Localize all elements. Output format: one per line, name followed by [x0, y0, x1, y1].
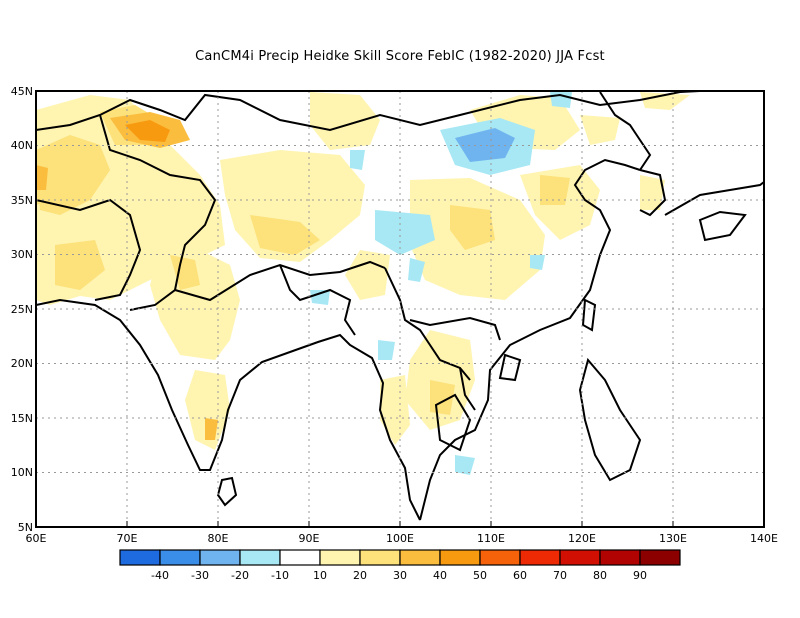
lon-label-140e: 140E — [750, 532, 778, 545]
colorbar-label: 90 — [633, 569, 647, 582]
colorbar-label: 40 — [433, 569, 447, 582]
colorbar-swatch — [239, 549, 281, 566]
lat-label-45n: 45N — [11, 85, 33, 98]
colorbar-swatch — [159, 549, 201, 566]
colorbar-swatch — [639, 549, 681, 566]
lon-label-60e: 60E — [26, 532, 47, 545]
colorbar-swatch — [199, 549, 241, 566]
colorbar-label: -20 — [231, 569, 249, 582]
colorbar-swatch — [319, 549, 361, 566]
colorbar-swatch — [599, 549, 641, 566]
colorbar-swatch — [559, 549, 601, 566]
colorbar-label: 80 — [593, 569, 607, 582]
colorbar-label: 60 — [513, 569, 527, 582]
lat-label-15n: 15N — [11, 412, 33, 425]
lat-label-5n: 5N — [18, 521, 33, 534]
colorbar-swatch — [519, 549, 561, 566]
lon-label-120e: 120E — [568, 532, 596, 545]
colorbar-label: 20 — [353, 569, 367, 582]
skill-score-field — [36, 92, 690, 475]
lat-label-35n: 35N — [11, 194, 33, 207]
lat-label-10n: 10N — [11, 466, 33, 479]
coastlines-and-borders — [36, 91, 764, 521]
colorbar-swatch — [399, 549, 441, 566]
lon-tick-marks — [126, 521, 674, 527]
lon-label-80e: 80E — [208, 532, 229, 545]
lat-label-25n: 25N — [11, 303, 33, 316]
lat-tick-labels: 5N 10N 15N 20N 25N 30N 35N 40N 45N — [11, 85, 33, 534]
lon-tick-labels: 60E 70E 80E 90E 100E 110E 120E 130E 140E — [26, 532, 778, 545]
colorbar-swatch — [439, 549, 481, 566]
colorbar-label: -40 — [151, 569, 169, 582]
colorbar-label: 70 — [553, 569, 567, 582]
lon-label-110e: 110E — [477, 532, 505, 545]
colorbar-label: -30 — [191, 569, 209, 582]
colorbar-swatch — [479, 549, 521, 566]
lon-label-130e: 130E — [659, 532, 687, 545]
score-10-20-areas — [36, 92, 690, 450]
colorbar: -40 -30 -20 -10 10 20 30 40 50 60 70 80 90 — [119, 549, 681, 582]
colorbar-label: -10 — [271, 569, 289, 582]
colorbar-label: 50 — [473, 569, 487, 582]
lat-label-40n: 40N — [11, 139, 33, 152]
colorbar-swatch — [119, 549, 161, 566]
lon-label-70e: 70E — [117, 532, 138, 545]
colorbar-swatch — [359, 549, 401, 566]
gridlines — [36, 91, 764, 527]
lon-label-90e: 90E — [299, 532, 320, 545]
lat-label-30n: 30N — [11, 248, 33, 261]
map-title: CanCM4i Precip Heidke Skill Score FebIC … — [195, 49, 605, 64]
lon-label-100e: 100E — [386, 532, 414, 545]
lat-label-20n: 20N — [11, 357, 33, 370]
score-neg20-neg30-areas — [455, 128, 515, 162]
score-40-50-areas — [125, 120, 170, 142]
colorbar-swatch — [279, 549, 321, 566]
colorbar-label: 30 — [393, 569, 407, 582]
colorbar-label: 10 — [313, 569, 327, 582]
